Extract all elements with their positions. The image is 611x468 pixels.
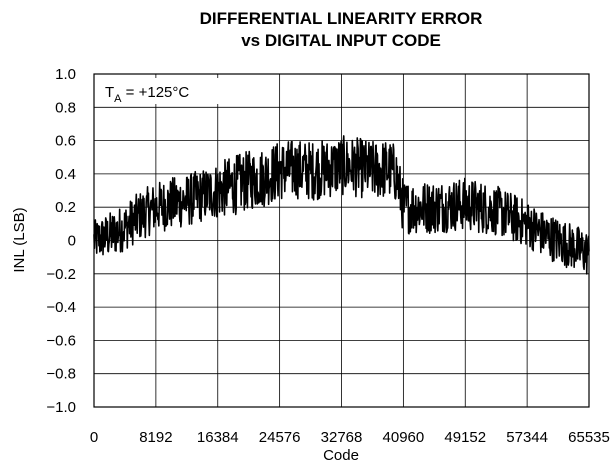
y-tick-label: 0.2	[55, 199, 76, 216]
y-tick-label: −0.6	[46, 332, 76, 349]
series-group	[93, 135, 590, 275]
x-tick-labels: 0 8192 16384 24576 32768 40960 49152 57344 65535	[90, 429, 610, 446]
y-tick-label: 0	[68, 233, 76, 250]
annotation-subscript: A	[114, 93, 122, 105]
x-tick-label: 65535	[568, 429, 610, 446]
x-tick-label: 57344	[506, 429, 548, 446]
y-tick-label: 0.8	[55, 99, 76, 116]
x-tick-label: 16384	[197, 429, 239, 446]
x-tick-label: 49152	[444, 429, 486, 446]
chart-title: DIFFERENTIAL LINEARITY ERROR	[200, 9, 483, 28]
x-axis-label: Code	[323, 447, 359, 464]
y-tick-label: −1.0	[46, 399, 76, 416]
chart-subtitle: vs DIGITAL INPUT CODE	[241, 31, 441, 50]
y-tick-label: −0.8	[46, 366, 76, 383]
y-axis-label: INL (LSB)	[11, 207, 28, 272]
annotation-box	[99, 78, 221, 104]
inl-series-line	[93, 135, 590, 275]
annotation-text: TA = +125°C	[105, 84, 189, 105]
y-tick-label: 0.6	[55, 133, 76, 150]
y-tick-labels: 1.0 0.8 0.6 0.4 0.2 0 −0.2 −0.4 −0.6 −0.8 −1.0	[46, 66, 76, 416]
grid	[94, 74, 589, 407]
plot-frame	[93, 73, 590, 408]
x-tick-label: 40960	[383, 429, 425, 446]
annotation-value: = +125°C	[122, 84, 190, 101]
y-tick-label: −0.4	[46, 299, 76, 316]
temperature-annotation: TA = +125°C	[99, 78, 221, 105]
x-tick-label: 32768	[321, 429, 363, 446]
x-tick-label: 24576	[259, 429, 301, 446]
x-tick-label: 0	[90, 429, 98, 446]
y-tick-label: 0.4	[55, 166, 76, 183]
x-tick-label: 8192	[139, 429, 172, 446]
y-tick-label: −0.2	[46, 266, 76, 283]
annotation-base: T	[105, 84, 114, 101]
y-tick-label: 1.0	[55, 66, 76, 83]
